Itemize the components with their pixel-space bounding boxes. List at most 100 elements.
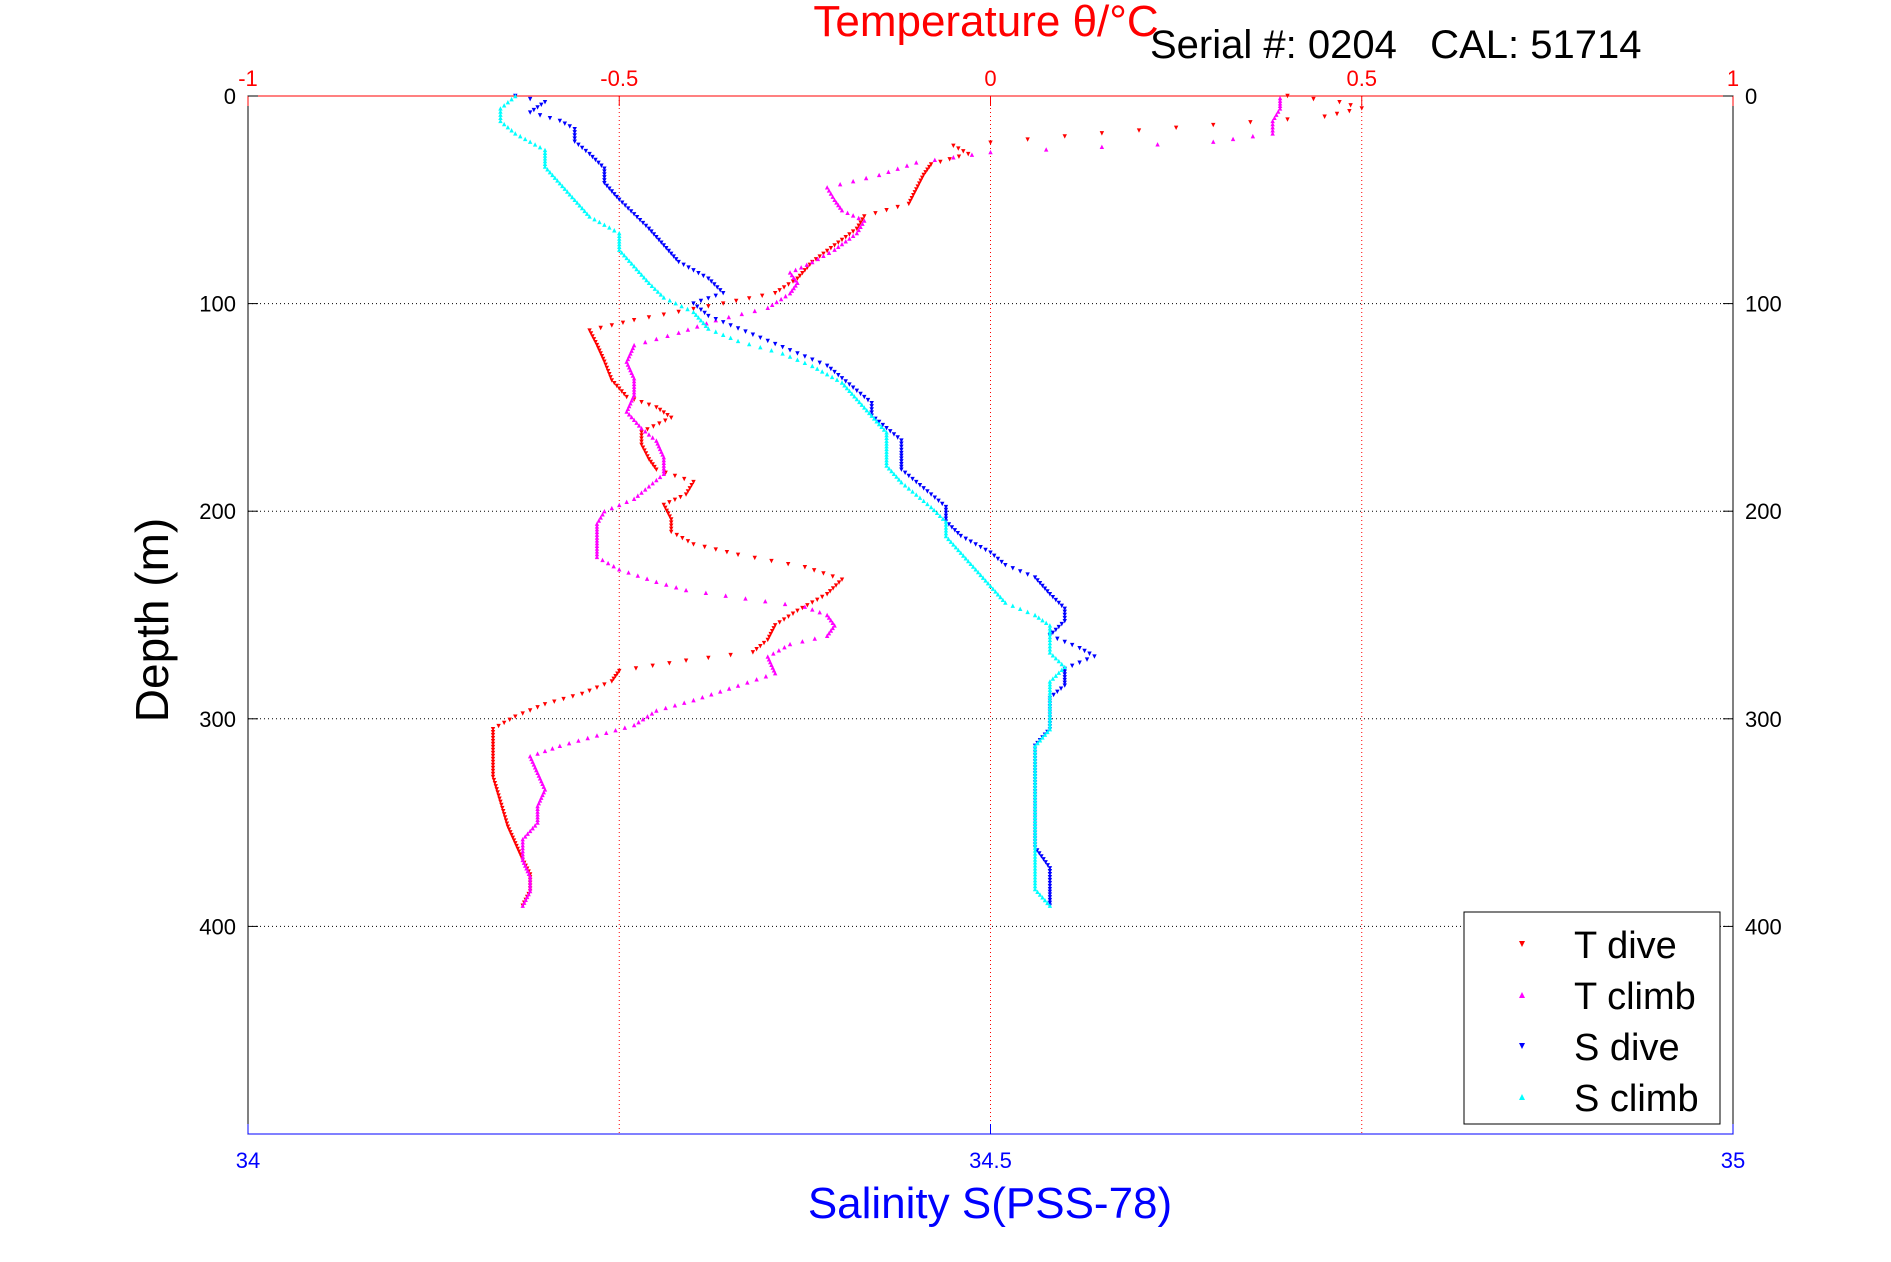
data-point — [1032, 788, 1038, 794]
data-point — [826, 630, 832, 636]
data-point — [899, 441, 904, 446]
data-point — [884, 452, 889, 457]
data-point — [620, 200, 625, 205]
data-point — [895, 166, 900, 171]
data-point — [899, 456, 904, 461]
data-point — [1047, 640, 1053, 646]
data-point — [1047, 684, 1053, 690]
data-point — [534, 767, 539, 773]
legend-marker — [1519, 992, 1525, 998]
data-point — [1285, 117, 1290, 122]
data-point — [648, 459, 654, 465]
data-point — [787, 354, 793, 359]
data-point — [654, 336, 659, 342]
data-point — [583, 148, 589, 154]
data-point — [1032, 874, 1038, 880]
data-point — [520, 854, 525, 860]
data-point — [884, 207, 889, 213]
data-point — [854, 230, 860, 236]
data-point — [914, 187, 919, 192]
data-point — [590, 154, 595, 160]
data-point — [948, 539, 954, 544]
data-point — [590, 334, 595, 339]
depth-tick-label-right: 300 — [1745, 707, 1782, 732]
data-point — [630, 395, 636, 400]
data-point — [703, 323, 709, 328]
data-point — [626, 353, 632, 359]
data-point — [552, 175, 558, 180]
data-point — [728, 323, 733, 328]
data-point — [1270, 118, 1275, 124]
data-point — [990, 586, 996, 591]
data-point — [498, 109, 503, 114]
data-point — [561, 696, 566, 702]
data-point — [798, 265, 804, 270]
data-point — [1053, 673, 1059, 678]
depth-tick-label-left: 0 — [224, 84, 236, 109]
data-point — [1032, 803, 1038, 809]
data-point — [769, 558, 774, 564]
data-point — [683, 492, 689, 497]
data-point — [777, 620, 782, 625]
data-point — [664, 582, 669, 587]
data-point — [1173, 125, 1179, 131]
data-point — [914, 479, 919, 485]
data-point — [631, 264, 637, 269]
data-point — [862, 218, 867, 223]
data-point — [1059, 621, 1064, 627]
data-point — [674, 532, 679, 538]
data-point — [1032, 794, 1038, 800]
data-point — [698, 307, 704, 313]
data-point — [594, 554, 600, 560]
data-point — [535, 770, 540, 775]
data-point — [968, 561, 973, 566]
data-point — [612, 380, 617, 386]
data-point — [1000, 597, 1006, 602]
data-point — [587, 151, 592, 157]
data-point — [790, 611, 796, 616]
data-point — [844, 385, 850, 391]
data-point — [843, 239, 848, 244]
data-point — [657, 446, 663, 452]
temperature-tick-label: -1 — [238, 66, 258, 91]
data-point — [1077, 660, 1082, 665]
data-point — [522, 900, 527, 905]
data-point — [658, 292, 664, 297]
data-point — [1270, 121, 1275, 127]
data-point — [542, 100, 548, 105]
data-point — [657, 474, 663, 480]
data-point — [576, 738, 581, 743]
data-point — [602, 682, 607, 687]
axis-ticks: -1 -0.5 0 0.5 1 34 34.5 35 0 0 100 100 200 200 300 300 4… — [199, 66, 1781, 1173]
data-point — [594, 538, 600, 543]
legend-marker — [1519, 941, 1525, 947]
data-point — [532, 765, 538, 770]
data-point — [643, 429, 648, 434]
data-point — [490, 726, 496, 732]
data-point — [492, 780, 498, 786]
data-point — [815, 256, 821, 262]
data-point — [911, 193, 916, 198]
data-point — [680, 535, 685, 541]
data-point — [891, 471, 897, 477]
data-point — [899, 467, 904, 472]
data-point — [646, 315, 652, 320]
depth-tick-label-left: 100 — [199, 292, 236, 317]
data-point — [1047, 869, 1053, 874]
data-point — [1322, 114, 1327, 119]
data-point — [1043, 860, 1048, 865]
data-point — [1032, 575, 1038, 580]
data-point — [613, 728, 618, 733]
data-point — [631, 381, 637, 387]
data-point — [667, 661, 672, 666]
data-point — [706, 326, 711, 331]
data-point — [501, 808, 506, 814]
data-point — [899, 447, 904, 453]
data-point — [626, 258, 632, 263]
depth-tick-label-right: 200 — [1745, 499, 1782, 524]
data-point — [622, 392, 627, 397]
data-point — [917, 495, 923, 500]
data-point — [490, 729, 496, 735]
salinity-tick-label: 34.5 — [969, 1148, 1012, 1173]
